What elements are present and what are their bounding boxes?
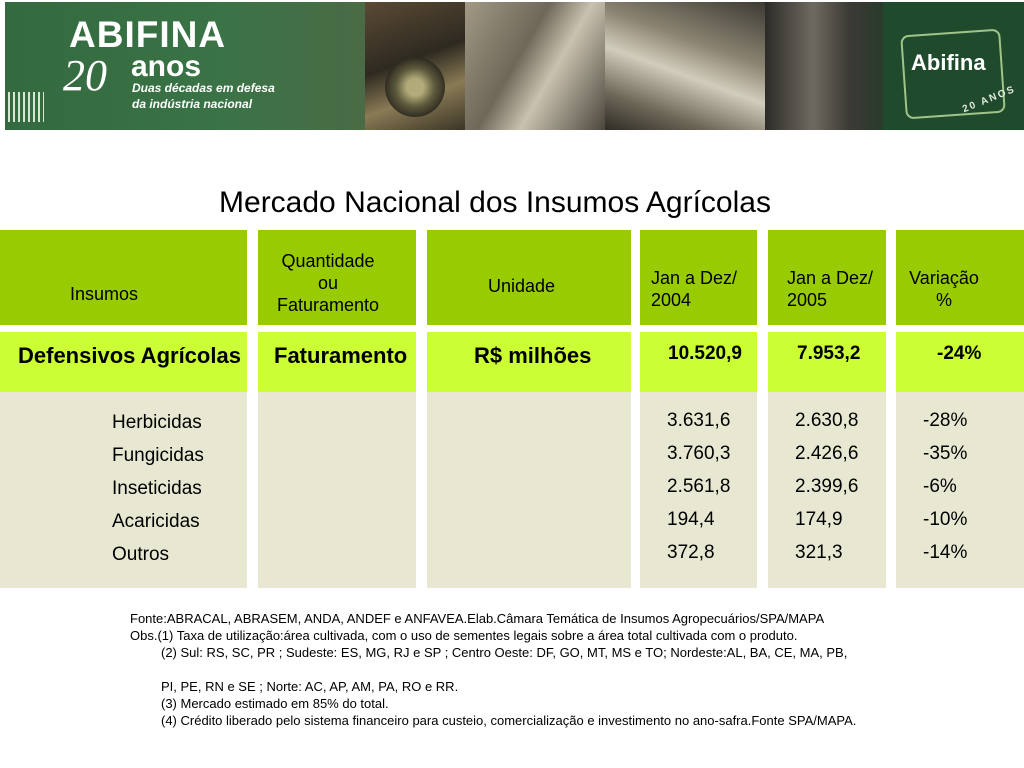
header-quantidade-line-2: ou: [317, 273, 339, 293]
tagline-line-1: Duas décadas em defesa: [132, 81, 275, 95]
note-obs1: Obs.(1) Taxa de utilização:área cultivad…: [130, 628, 798, 643]
total-cell-quantidade: [258, 332, 416, 392]
note-obs3: (3) Mercado estimado em 85% do total.: [161, 696, 389, 711]
header-cell-unidade: [427, 230, 631, 325]
header-quantidade-line-3: Faturamento: [276, 295, 380, 315]
leaf-image: [385, 57, 445, 117]
header-cell-insumos: [0, 230, 247, 325]
abifina-logo: Abifina 20 ANOS: [883, 2, 1024, 130]
list-item: Acaricidas: [112, 511, 200, 532]
list-item: Outros: [112, 544, 170, 565]
body-cell-quantidade: [258, 392, 416, 588]
header-insumos: Insumos: [70, 284, 139, 304]
tagline-line-2: da indústria nacional: [132, 97, 253, 111]
header-2004-line-2: 2004: [651, 290, 692, 310]
tagline: Duas décadas em defesa da indústria naci…: [132, 80, 332, 112]
total-cell-2004: [640, 332, 757, 392]
note-spacer: [130, 661, 856, 678]
header-cell-2004: [640, 230, 757, 325]
value-variacao: -35%: [923, 443, 968, 464]
header-cell-quantidade: [258, 230, 416, 325]
total-cell-insumos: [0, 332, 247, 392]
value-2004: 3.760,3: [667, 443, 731, 464]
total-2005: 7.953,2: [797, 343, 861, 364]
total-name: Defensivos Agrícolas: [18, 343, 241, 368]
body-cell-2005: [768, 392, 886, 588]
values-2004: 3.631,6 3.760,3 2.561,8 194,4 372,8: [667, 404, 730, 569]
header-2005-line-1: Jan a Dez/: [787, 268, 874, 288]
note-obs2a: (2) Sul: RS, SC, PR ; Sudeste: ES, MG, R…: [161, 645, 848, 660]
footnotes: Fonte:ABRACAL, ABRASEM, ANDA, ANDEF e AN…: [130, 610, 856, 729]
body-cell-unidade: [427, 392, 631, 588]
values-2005: 2.630,8 2.426,6 2.399,6 174,9 321,3: [795, 404, 858, 569]
logo-text: Abifina: [911, 50, 986, 75]
header-cell-variacao: [896, 230, 1024, 325]
header-cell-2005: [768, 230, 886, 325]
header-variacao-line-1: Variação: [909, 268, 979, 288]
insumo-names: Herbicidas Fungicidas Inseticidas Acaric…: [112, 406, 204, 571]
stripes-decoration: [8, 92, 44, 122]
body-cell-insumos: [0, 392, 247, 588]
list-item: Herbicidas: [112, 412, 202, 433]
photo-lab: [465, 2, 605, 130]
value-variacao: -10%: [923, 509, 968, 530]
value-2005: 2.630,8: [795, 410, 859, 431]
note-fonte: Fonte:ABRACAL, ABRASEM, ANDA, ANDEF e AN…: [130, 611, 825, 626]
page-title: Mercado Nacional dos Insumos Agrícolas: [219, 186, 771, 219]
header-quantidade-line-1: Quantidade: [281, 251, 375, 271]
value-2005: 321,3: [795, 542, 843, 563]
value-2004: 194,4: [667, 509, 715, 530]
list-item: Inseticidas: [112, 478, 202, 499]
header-2005-line-2: 2005: [787, 290, 828, 310]
photo-pills: [765, 2, 885, 130]
header-unidade: Unidade: [488, 276, 556, 296]
header-2004: Jan a Dez/ 2004: [651, 267, 737, 311]
total-cell-variacao: [896, 332, 1024, 392]
total-cell-2005: [768, 332, 886, 392]
value-variacao: -14%: [923, 542, 968, 563]
note-obs2b: PI, PE, RN e SE ; Norte: AC, AP, AM, PA,…: [161, 679, 459, 694]
value-2005: 2.426,6: [795, 443, 859, 464]
values-variacao: -28% -35% -6% -10% -14%: [923, 404, 967, 569]
note-obs4: (4) Crédito liberado pelo sistema financ…: [161, 713, 857, 728]
anniversary-word: anos: [131, 50, 202, 83]
header-2004-line-1: Jan a Dez/: [651, 268, 738, 288]
header-variacao-line-2: %: [935, 290, 952, 310]
total-variacao: -24%: [937, 343, 982, 364]
list-item: Fungicidas: [112, 445, 204, 466]
header-variacao: Variação %: [904, 267, 984, 311]
brand-name: ABIFINA: [69, 14, 227, 55]
body-cell-variacao: [896, 392, 1024, 588]
total-2004: 10.520,9: [668, 343, 742, 364]
total-cell-unidade: [427, 332, 631, 392]
value-variacao: -28%: [923, 410, 968, 431]
total-tipo: Faturamento: [274, 343, 408, 368]
anniversary-number: 20: [63, 51, 107, 100]
photo-scientist: [605, 2, 765, 130]
value-2005: 174,9: [795, 509, 843, 530]
value-2005: 2.399,6: [795, 476, 859, 497]
value-variacao: -6%: [923, 476, 957, 497]
total-unidade: R$ milhões: [474, 343, 592, 368]
header-2005: Jan a Dez/ 2005: [787, 267, 873, 311]
body-cell-2004: [640, 392, 757, 588]
value-2004: 372,8: [667, 542, 715, 563]
banner-brand-panel: ABIFINA 20 anos Duas décadas em defesa d…: [5, 2, 365, 130]
value-2004: 2.561,8: [667, 476, 731, 497]
header-banner: ABIFINA 20 anos Duas décadas em defesa d…: [5, 2, 1024, 130]
header-quantidade: Quantidade ou Faturamento: [274, 250, 382, 316]
value-2004: 3.631,6: [667, 410, 731, 431]
